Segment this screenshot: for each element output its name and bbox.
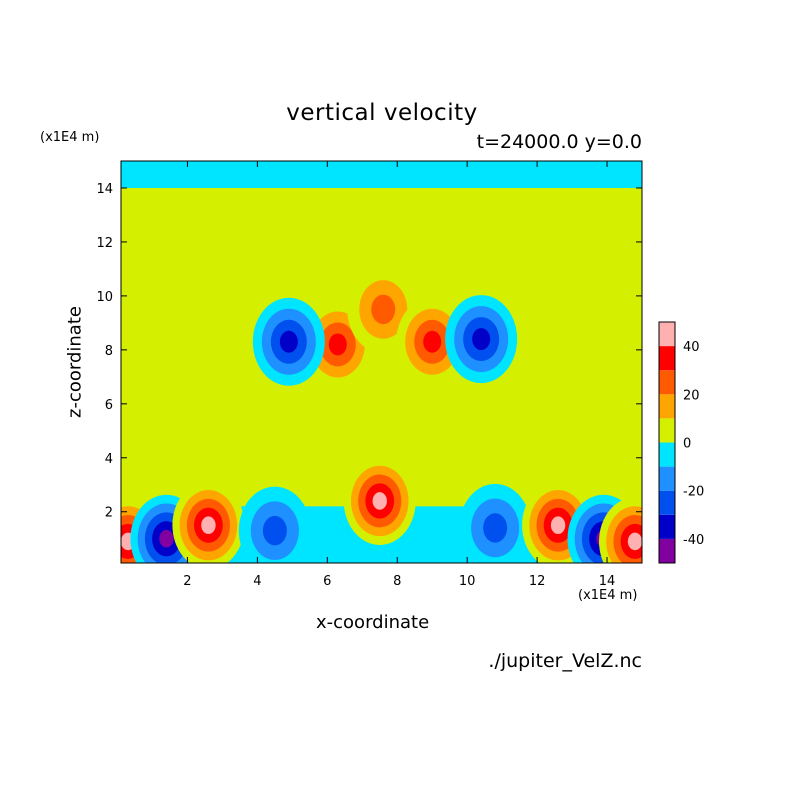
- contour-level: [279, 330, 298, 353]
- source-filename: ./jupiter_VelZ.nc: [488, 650, 642, 672]
- colorbar-swatch: [659, 442, 675, 467]
- colorbar-swatch: [659, 418, 675, 443]
- contour-level: [262, 515, 287, 546]
- colorbar-frame: [658, 321, 676, 564]
- contour-level: [159, 529, 174, 548]
- y-tick-label: 8: [105, 344, 113, 359]
- colorbar-tick-label: -20: [683, 485, 704, 500]
- z-axis-unit: (x1E4 m): [40, 130, 100, 145]
- plot-frame: [120, 160, 643, 564]
- x-tick-label: 6: [323, 574, 331, 589]
- colorbar-swatch: [659, 322, 675, 347]
- chart-subtitle: t=24000.0 y=0.0: [476, 131, 642, 153]
- colorbar-tick-label: -40: [683, 533, 704, 548]
- x-axis-unit: (x1E4 m): [578, 588, 638, 603]
- y-tick-label: 10: [96, 290, 113, 305]
- contour-level: [483, 513, 508, 543]
- y-tick-label: 6: [105, 398, 113, 413]
- x-tick-label: 12: [529, 574, 546, 589]
- contour-level: [550, 516, 566, 535]
- y-tick-label: 14: [96, 182, 113, 197]
- x-tick-label: 2: [183, 574, 191, 589]
- colorbar-swatch: [659, 490, 675, 515]
- y-tick-label: 2: [105, 506, 113, 521]
- x-tick-label: 4: [253, 574, 261, 589]
- colorbar-swatch: [659, 394, 675, 419]
- contour-level: [472, 328, 491, 351]
- x-tick-label: 10: [459, 574, 476, 589]
- contour-level: [328, 333, 347, 356]
- colorbar-tick-label: 0: [683, 437, 691, 452]
- contour-level: [423, 330, 442, 353]
- contour-band: [121, 161, 642, 188]
- colorbar-swatch: [659, 514, 675, 539]
- contour-level: [627, 532, 642, 551]
- x-tick-label: 8: [393, 574, 401, 589]
- contour-level: [201, 516, 216, 535]
- x-tick-label: 14: [599, 574, 616, 589]
- y-tick-label: 12: [96, 236, 113, 251]
- contour-field: [121, 161, 642, 563]
- contour-level: [371, 294, 396, 325]
- colorbar-swatch: [659, 346, 675, 371]
- chart-title: vertical velocity: [286, 100, 478, 126]
- x-axis-label: x-coordinate: [316, 612, 430, 633]
- colorbar-swatch: [659, 370, 675, 395]
- colorbar-tick-label: 20: [683, 388, 700, 403]
- y-tick-label: 4: [105, 452, 113, 467]
- colorbar-swatch: [659, 538, 675, 563]
- contour-level: [372, 492, 387, 510]
- colorbar-tick-label: 40: [683, 340, 700, 355]
- colorbar-swatch: [659, 466, 675, 491]
